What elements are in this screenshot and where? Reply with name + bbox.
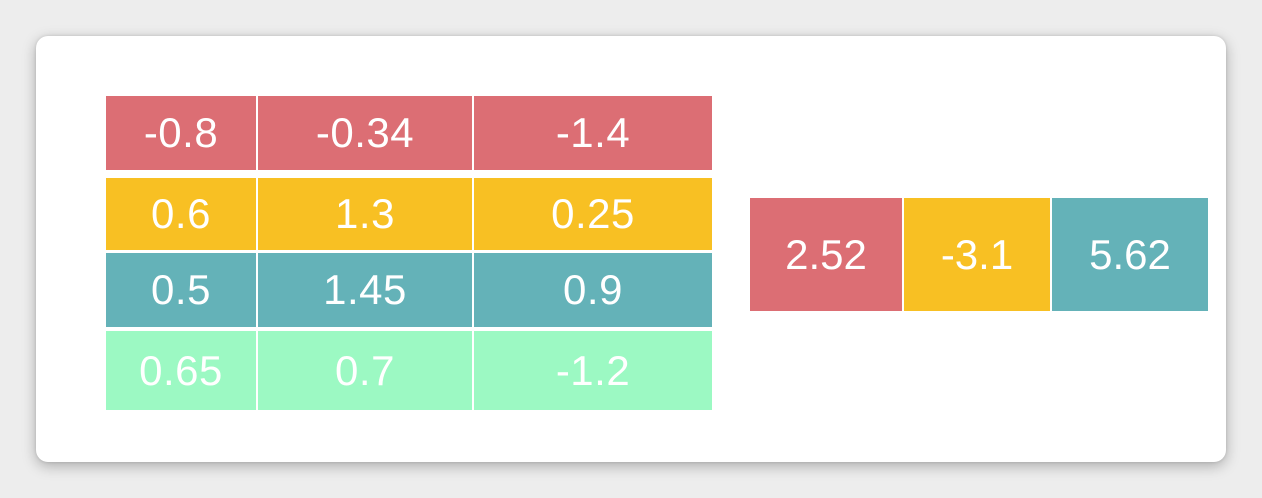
matrix-cell-r2c2: 1.3: [258, 178, 474, 250]
matrix-cell-r3c3: 0.9: [474, 253, 712, 327]
matrix-cell-r2c1: 0.6: [106, 178, 258, 250]
matrix-cell-r1c1: -0.8: [106, 96, 258, 170]
vector-cell-3: 5.62: [1052, 198, 1208, 311]
matrix-cell-r4c3: -1.2: [474, 331, 712, 410]
matrix-cell-r3c2: 1.45: [258, 253, 474, 327]
matrix-row-1: -0.8 -0.34 -1.4: [106, 96, 712, 170]
result-vector: 2.52 -3.1 5.62: [750, 198, 1208, 311]
matrix-row-2: 0.6 1.3 0.25: [106, 178, 712, 250]
matrix-cell-r2c3: 0.25: [474, 178, 712, 250]
weight-matrix: -0.8 -0.34 -1.4 0.6 1.3 0.25 0.5 1.45 0.…: [106, 96, 712, 410]
matrix-cell-r4c1: 0.65: [106, 331, 258, 410]
diagram-card: -0.8 -0.34 -1.4 0.6 1.3 0.25 0.5 1.45 0.…: [36, 36, 1226, 462]
matrix-row-4: 0.65 0.7 -1.2: [106, 331, 712, 410]
vector-cell-1: 2.52: [750, 198, 904, 311]
matrix-cell-r1c3: -1.4: [474, 96, 712, 170]
matrix-cell-r1c2: -0.34: [258, 96, 474, 170]
matrix-row-3: 0.5 1.45 0.9: [106, 253, 712, 327]
matrix-cell-r4c2: 0.7: [258, 331, 474, 410]
matrix-cell-r3c1: 0.5: [106, 253, 258, 327]
vector-cell-2: -3.1: [904, 198, 1052, 311]
